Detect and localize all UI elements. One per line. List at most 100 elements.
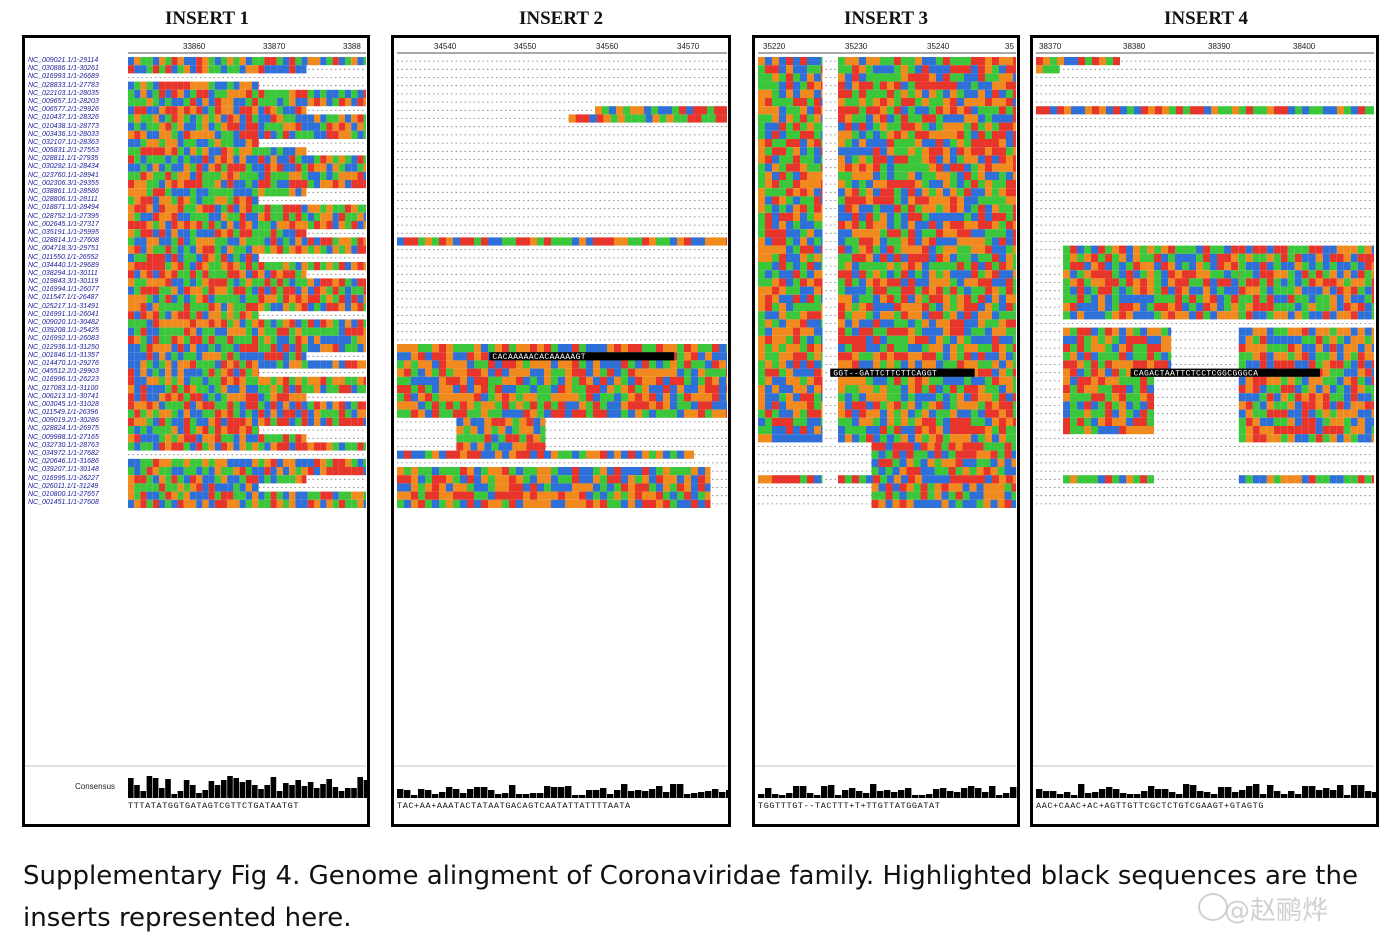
nucleotide-cell [914,409,922,418]
nucleotide-cell [214,89,221,98]
nucleotide-cell [404,237,411,246]
nucleotide-cell [245,426,252,435]
consensus-bar [947,791,954,798]
nucleotide-cell [907,311,915,320]
nucleotide-cell [928,344,936,353]
nucleotide-cell [765,163,772,172]
nucleotide-cell [956,221,964,230]
nucleotide-cell [140,139,147,148]
nucleotide-cell [998,426,1006,435]
nucleotide-cell [307,155,314,164]
nucleotide-cell [684,393,691,402]
nucleotide-cell [134,426,141,435]
nucleotide-cell [307,385,314,394]
nucleotide-cell [997,499,1005,508]
nucleotide-cell [865,57,873,66]
nucleotide-cell [190,130,197,139]
nucleotide-cell [134,360,141,369]
nucleotide-cell [872,286,880,295]
nucleotide-cell [642,360,649,369]
nucleotide-cell [152,196,159,205]
consensus-bar [460,793,467,798]
nucleotide-cell [159,98,166,107]
nucleotide-cell [1012,139,1016,148]
nucleotide-cell [807,98,814,107]
nucleotide-cell [152,311,159,320]
nucleotide-cell [914,188,922,197]
consensus-bar [208,781,215,798]
nucleotide-cell [208,286,215,295]
nucleotide-cell [914,344,922,353]
nucleotide-cell [851,155,859,164]
nucleotide-cell [233,65,240,74]
nucleotide-cell [614,450,621,459]
nucleotide-cell [165,335,172,344]
nucleotide-cell [772,155,779,164]
nucleotide-cell [530,401,537,410]
nucleotide-cell [698,467,705,476]
nucleotide-cell [245,139,252,148]
nucleotide-cell [900,73,908,82]
nucleotide-cell [970,204,978,213]
nucleotide-cell [628,475,635,484]
nucleotide-cell [227,229,234,238]
nucleotide-cell [165,237,172,246]
nucleotide-cell [670,393,677,402]
nucleotide-cell [942,401,950,410]
nucleotide-cell [411,376,418,385]
nucleotide-cell [1012,229,1016,238]
nucleotide-cell [239,122,246,131]
nucleotide-cell [656,499,663,508]
nucleotide-cell [949,360,957,369]
consensus-bar [397,789,404,798]
nucleotide-cell [621,491,628,500]
nucleotide-cell [765,270,772,279]
nucleotide-cell [677,409,684,418]
nucleotide-cell [698,352,705,361]
nucleotide-cell [858,360,866,369]
nucleotide-cell [921,65,929,74]
nucleotide-cell [418,450,425,459]
nucleotide-cell [886,319,894,328]
nucleotide-cell [962,450,970,459]
sequence-id: NC_011547.1/1-26487 [28,294,99,302]
nucleotide-cell [227,393,234,402]
nucleotide-cell [899,483,907,492]
nucleotide-cell [786,385,793,394]
nucleotide-cell [984,393,992,402]
nucleotide-cell [239,409,246,418]
nucleotide-cell [586,360,593,369]
nucleotide-cell [969,442,977,451]
nucleotide-cell [326,212,333,221]
nucleotide-cell [233,253,240,262]
nucleotide-cell [523,401,530,410]
nucleotide-cell [214,262,221,271]
nucleotide-cell [165,212,172,221]
nucleotide-cell [227,499,234,508]
nucleotide-cell [886,401,894,410]
nucleotide-cell [295,65,302,74]
nucleotide-cell [196,245,203,254]
nucleotide-cell [171,89,178,98]
consensus-bar [516,794,523,798]
nucleotide-cell [326,467,333,476]
nucleotide-cell [886,114,894,123]
nucleotide-cell [885,491,893,500]
nucleotide-cell [208,253,215,262]
nucleotide-cell [765,229,772,238]
nucleotide-cell [963,180,971,189]
nucleotide-cell [128,188,135,197]
nucleotide-cell [301,171,308,180]
nucleotide-cell [935,130,943,139]
nucleotide-cell [907,57,915,66]
nucleotide-cell [765,147,772,156]
nucleotide-cell [270,319,277,328]
nucleotide-cell [949,155,957,164]
nucleotide-cell [765,237,772,246]
nucleotide-cell [600,409,607,418]
nucleotide-cell [446,393,453,402]
nucleotide-cell [214,335,221,344]
nucleotide-cell [301,475,307,484]
nucleotide-cell [814,237,821,246]
nucleotide-cell [233,368,240,377]
